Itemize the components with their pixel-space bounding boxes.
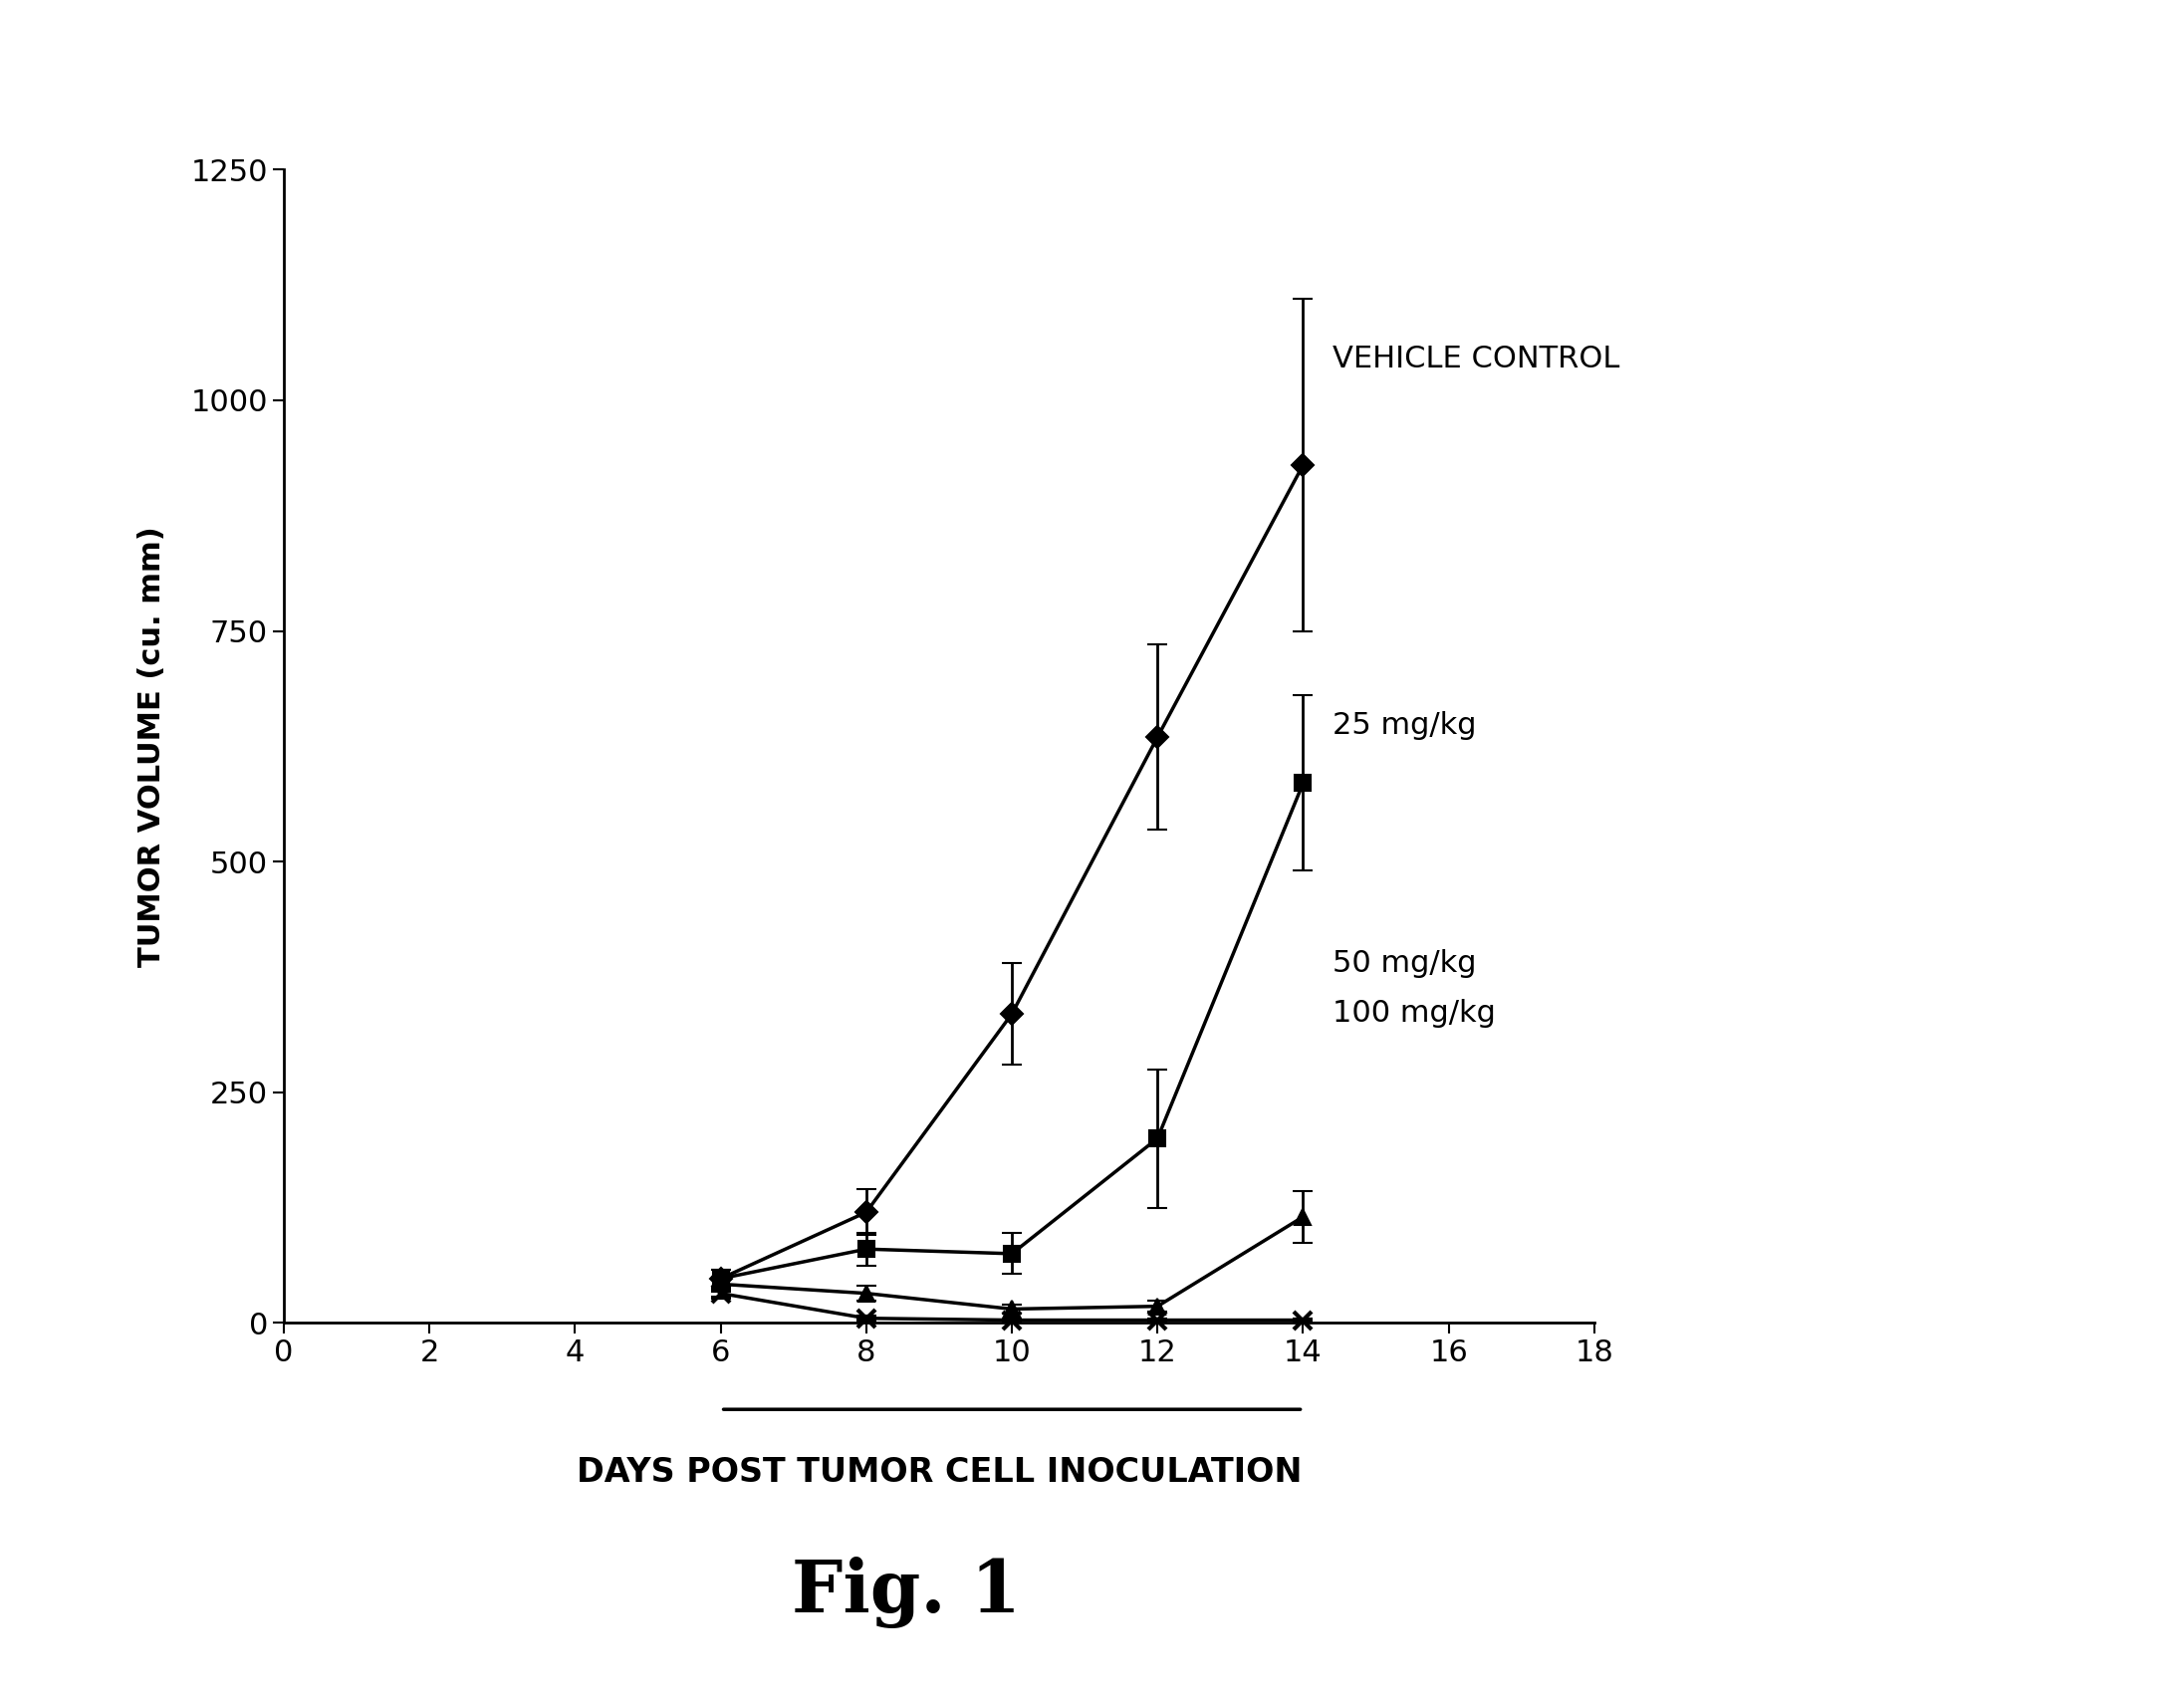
Text: VEHICLE CONTROL: VEHICLE CONTROL	[1332, 344, 1618, 373]
Text: 100 mg/kg: 100 mg/kg	[1332, 999, 1496, 1028]
Text: 25 mg/kg: 25 mg/kg	[1332, 711, 1476, 739]
Text: 50 mg/kg: 50 mg/kg	[1332, 948, 1476, 977]
Text: DAYS POST TUMOR CELL INOCULATION: DAYS POST TUMOR CELL INOCULATION	[577, 1455, 1302, 1489]
Text: Fig. 1: Fig. 1	[793, 1557, 1020, 1628]
Y-axis label: TUMOR VOLUME (cu. mm): TUMOR VOLUME (cu. mm)	[138, 526, 166, 967]
